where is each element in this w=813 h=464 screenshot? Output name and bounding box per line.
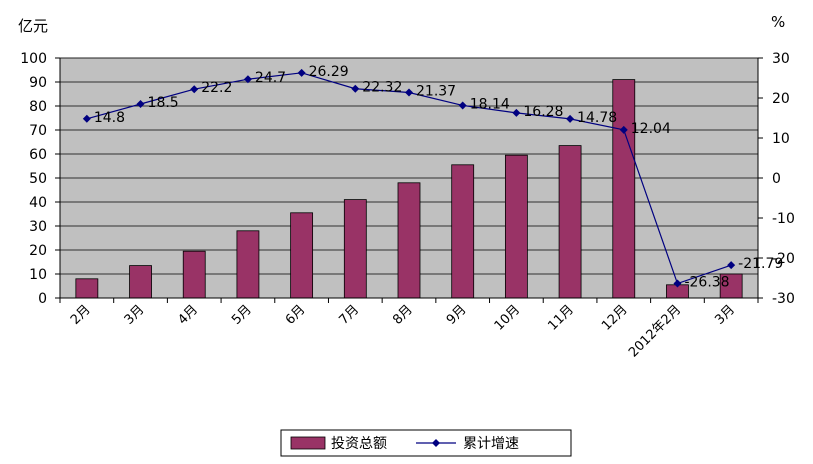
data-label: 14.78 <box>577 110 617 126</box>
line-point <box>512 108 521 117</box>
left-tick-label: 10 <box>29 267 47 283</box>
x-tick-label: 6月 <box>283 302 309 328</box>
data-label: 24.7 <box>255 70 286 86</box>
data-label: 22.32 <box>362 80 402 96</box>
x-tick-label: 2月 <box>68 302 94 328</box>
bar <box>236 230 260 299</box>
left-tick-label: 0 <box>38 291 47 307</box>
right-tick-label: 30 <box>772 51 790 67</box>
bar <box>504 154 528 299</box>
bar <box>290 212 314 299</box>
bar <box>343 199 367 299</box>
line-point <box>82 114 91 123</box>
bar <box>75 278 99 299</box>
bar <box>558 145 582 299</box>
left-tick-label: 80 <box>29 99 47 115</box>
x-tick-label: 5月 <box>229 302 255 328</box>
data-label: 18.14 <box>470 96 510 112</box>
x-tick-label: 10月 <box>492 302 523 333</box>
left-tick-label: 20 <box>29 243 47 259</box>
bar <box>129 265 152 299</box>
x-tick-label: 3月 <box>712 302 738 328</box>
line-point <box>619 125 628 134</box>
legend-bar-swatch <box>290 436 326 450</box>
legend: 投资总额 累计增速 <box>280 429 572 457</box>
right-tick-label: 10 <box>772 131 790 147</box>
line-point <box>405 88 413 97</box>
left-tick-label: 30 <box>29 219 47 235</box>
line-point <box>190 85 199 94</box>
right-tick-label: -30 <box>772 291 795 307</box>
line-point <box>136 100 145 108</box>
data-label: 12.04 <box>631 121 671 137</box>
right-tick-label: 0 <box>772 171 781 187</box>
line-point <box>297 68 306 77</box>
left-tick-label: 40 <box>29 195 47 211</box>
data-label: 14.8 <box>94 110 125 126</box>
left-axis-unit: 亿元 <box>18 17 48 35</box>
x-tick-label: 2012年2月 <box>626 302 684 360</box>
line-point <box>566 114 575 123</box>
x-tick-label: 7月 <box>336 302 362 328</box>
left-tick-label: 90 <box>29 75 47 91</box>
bar <box>451 164 475 299</box>
x-tick-label: 3月 <box>122 302 148 328</box>
legend-line-marker <box>432 439 440 447</box>
left-tick-label: 60 <box>29 147 47 163</box>
data-label: 22.2 <box>201 80 232 96</box>
bar-series <box>75 79 743 299</box>
bar <box>397 182 421 299</box>
data-label: 21.37 <box>416 84 456 100</box>
line-point <box>243 75 252 84</box>
line-point <box>673 279 682 288</box>
x-tick-label: 4月 <box>175 302 201 328</box>
data-label: -21.79 <box>738 256 783 272</box>
line-point <box>458 101 467 110</box>
line-point <box>351 84 360 93</box>
x-tick-label: 9月 <box>444 302 470 328</box>
legend-item-growth: 累计增速 <box>463 436 519 452</box>
x-tick-label: 11月 <box>545 302 576 333</box>
data-label: 26.29 <box>309 64 349 80</box>
left-tick-label: 70 <box>29 123 47 139</box>
bar <box>182 250 206 299</box>
x-tick-label: 8月 <box>390 302 416 328</box>
right-axis-unit: % <box>771 13 785 31</box>
legend-item-investment: 投资总额 <box>331 436 387 452</box>
left-tick-label: 50 <box>29 171 47 187</box>
data-label: 16.28 <box>523 104 563 120</box>
line-point <box>727 261 736 270</box>
x-tick-label: 12月 <box>599 302 630 333</box>
line-series: 14.8 18.5 22.2 24.7 26.29 22.32 21.37 18.14 16.2… <box>82 64 783 291</box>
right-tick-label: -10 <box>772 211 795 227</box>
data-label: -26.38 <box>684 275 729 291</box>
data-label: 18.5 <box>148 95 179 111</box>
right-tick-label: -20 <box>772 251 795 267</box>
right-tick-label: 20 <box>772 91 790 107</box>
left-tick-label: 100 <box>20 51 47 67</box>
